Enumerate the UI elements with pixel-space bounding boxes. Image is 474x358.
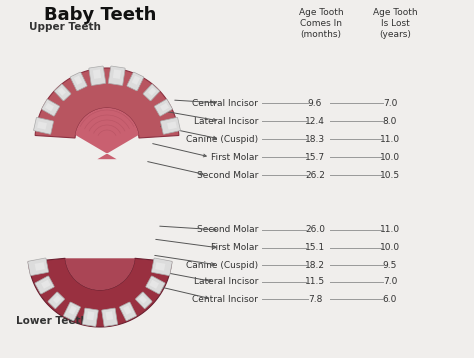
FancyBboxPatch shape xyxy=(102,308,118,326)
FancyBboxPatch shape xyxy=(53,295,61,304)
Text: 11.5: 11.5 xyxy=(305,277,325,286)
FancyBboxPatch shape xyxy=(55,84,71,101)
FancyBboxPatch shape xyxy=(82,308,98,326)
FancyBboxPatch shape xyxy=(37,121,47,130)
Text: First Molar: First Molar xyxy=(211,153,258,161)
Text: Central Incisor: Central Incisor xyxy=(192,295,258,304)
Text: Canine (Cuspid): Canine (Cuspid) xyxy=(186,135,258,144)
Text: Upper Teeth: Upper Teeth xyxy=(29,22,101,32)
Text: Age Tooth
Is Lost
(years): Age Tooth Is Lost (years) xyxy=(373,8,417,39)
FancyBboxPatch shape xyxy=(152,258,172,276)
Text: 26.0: 26.0 xyxy=(305,226,325,234)
FancyBboxPatch shape xyxy=(155,99,173,116)
FancyBboxPatch shape xyxy=(34,117,54,134)
Text: Second Molar: Second Molar xyxy=(197,170,258,179)
FancyBboxPatch shape xyxy=(146,276,165,294)
Polygon shape xyxy=(28,258,172,327)
Text: 10.0: 10.0 xyxy=(380,243,400,252)
Text: 10.5: 10.5 xyxy=(380,170,400,179)
FancyBboxPatch shape xyxy=(127,72,144,91)
FancyBboxPatch shape xyxy=(58,88,66,96)
Text: Age Tooth
Comes In
(months): Age Tooth Comes In (months) xyxy=(299,8,343,39)
Text: 18.3: 18.3 xyxy=(305,135,325,144)
Text: 7.0: 7.0 xyxy=(383,98,397,107)
Text: 15.7: 15.7 xyxy=(305,153,325,161)
FancyBboxPatch shape xyxy=(106,311,113,320)
FancyBboxPatch shape xyxy=(155,262,165,271)
Text: 6.0: 6.0 xyxy=(383,295,397,304)
FancyBboxPatch shape xyxy=(35,276,54,294)
Text: Canine (Cuspid): Canine (Cuspid) xyxy=(186,261,258,270)
Text: 12.4: 12.4 xyxy=(305,116,325,126)
FancyBboxPatch shape xyxy=(139,295,147,304)
Text: 18.2: 18.2 xyxy=(305,261,325,270)
Text: 7.8: 7.8 xyxy=(308,295,322,304)
Text: Lateral Incisor: Lateral Incisor xyxy=(193,277,258,286)
FancyBboxPatch shape xyxy=(42,99,60,116)
FancyBboxPatch shape xyxy=(160,103,169,111)
FancyBboxPatch shape xyxy=(70,72,87,91)
FancyBboxPatch shape xyxy=(69,306,77,315)
Text: 9.5: 9.5 xyxy=(383,261,397,270)
FancyBboxPatch shape xyxy=(143,84,160,101)
FancyBboxPatch shape xyxy=(149,280,159,289)
Text: 11.0: 11.0 xyxy=(380,135,400,144)
FancyBboxPatch shape xyxy=(136,292,152,309)
FancyBboxPatch shape xyxy=(28,258,48,276)
FancyBboxPatch shape xyxy=(93,69,101,79)
Text: 9.6: 9.6 xyxy=(308,98,322,107)
Text: 11.0: 11.0 xyxy=(380,226,400,234)
FancyBboxPatch shape xyxy=(35,262,45,271)
Text: 26.2: 26.2 xyxy=(305,170,325,179)
FancyBboxPatch shape xyxy=(64,302,81,321)
FancyBboxPatch shape xyxy=(148,88,156,96)
FancyBboxPatch shape xyxy=(41,280,51,289)
FancyBboxPatch shape xyxy=(89,66,106,86)
Polygon shape xyxy=(35,68,179,138)
FancyBboxPatch shape xyxy=(132,76,140,85)
FancyBboxPatch shape xyxy=(108,66,125,86)
Text: First Molar: First Molar xyxy=(211,243,258,252)
Text: 10.0: 10.0 xyxy=(380,153,400,161)
Text: Central Incisor: Central Incisor xyxy=(192,98,258,107)
FancyBboxPatch shape xyxy=(45,103,54,111)
FancyBboxPatch shape xyxy=(48,292,64,309)
Text: 15.1: 15.1 xyxy=(305,243,325,252)
Text: 8.0: 8.0 xyxy=(383,116,397,126)
FancyBboxPatch shape xyxy=(74,76,82,85)
Text: Lateral Incisor: Lateral Incisor xyxy=(193,116,258,126)
FancyBboxPatch shape xyxy=(167,121,177,130)
FancyBboxPatch shape xyxy=(87,311,94,320)
Text: Second Molar: Second Molar xyxy=(197,226,258,234)
Text: Baby Teeth: Baby Teeth xyxy=(44,6,156,24)
FancyBboxPatch shape xyxy=(161,117,181,134)
FancyBboxPatch shape xyxy=(119,302,137,321)
Polygon shape xyxy=(65,258,135,290)
Polygon shape xyxy=(75,108,138,159)
FancyBboxPatch shape xyxy=(123,306,131,315)
Text: Lower Teeth: Lower Teeth xyxy=(16,316,88,326)
FancyBboxPatch shape xyxy=(113,69,121,79)
Text: 7.0: 7.0 xyxy=(383,277,397,286)
